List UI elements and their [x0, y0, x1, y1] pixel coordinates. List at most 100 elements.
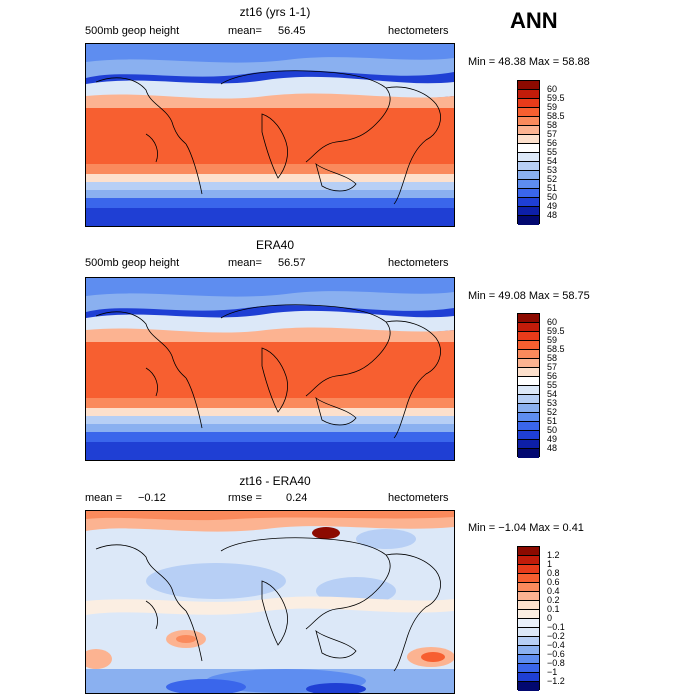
colorbar-swatch [518, 646, 539, 655]
colorbar-swatch [518, 207, 539, 216]
colorbar-tick-label: 1 [547, 559, 553, 569]
colorbar-tick-label: 48 [547, 443, 558, 453]
colorbar-tick-label: 58 [547, 120, 558, 130]
colorbar-tick-label: 54 [547, 156, 558, 166]
panel1-min-label: Min = [468, 56, 496, 68]
colorbar-swatch [518, 592, 539, 601]
colorbar-swatch [518, 153, 539, 162]
panel1-mean-value: 56.45 [278, 25, 306, 37]
colorbar-tick-label: −1 [547, 667, 558, 677]
panel1-colorbar [517, 80, 540, 225]
colorbar-swatch [518, 117, 539, 126]
colorbar-swatch [518, 377, 539, 386]
colorbar-swatch [518, 135, 539, 144]
colorbar-swatch [518, 601, 539, 610]
colorbar-tick-label: 59 [547, 102, 558, 112]
colorbar-tick-label: 0.1 [547, 604, 560, 614]
colorbar-swatch [518, 314, 539, 323]
panel2-minmax: Min = 49.08 Max = 58.75 [468, 290, 590, 302]
panel3-min-value: −1.04 [498, 522, 527, 534]
colorbar-tick-label: 58.5 [547, 111, 565, 121]
colorbar-tick-label: 1.2 [547, 550, 560, 560]
colorbar-tick-label: 48 [547, 210, 558, 220]
colorbar-swatch [518, 628, 539, 637]
colorbar-tick-label: 58.5 [547, 344, 565, 354]
colorbar-swatch [518, 90, 539, 99]
colorbar-swatch [518, 431, 539, 440]
panel3-units: hectometers [388, 492, 449, 504]
panel1-max-label: Max = [528, 56, 560, 68]
colorbar-tick-label: 52 [547, 174, 558, 184]
colorbar-swatch [518, 350, 539, 359]
colorbar-tick-label: 59 [547, 335, 558, 345]
colorbar-swatch [518, 332, 539, 341]
panel3-rmse-value: 0.24 [286, 492, 308, 504]
colorbar-swatch [518, 189, 539, 198]
colorbar-swatch [518, 368, 539, 377]
colorbar-swatch [518, 359, 539, 368]
colorbar-tick-label: −0.8 [547, 658, 565, 668]
colorbar-tick-label: 0.2 [547, 595, 560, 605]
panel2-map [85, 277, 455, 461]
colorbar-swatch [518, 449, 539, 458]
colorbar-swatch [518, 556, 539, 565]
colorbar-swatch [518, 413, 539, 422]
colorbar-swatch [518, 610, 539, 619]
panel2-mean-value: 56.57 [278, 257, 306, 269]
panel1-variable-label: 500mb geop height [85, 25, 180, 37]
season-label: ANN [510, 8, 558, 33]
colorbar-swatch [518, 404, 539, 413]
colorbar-swatch [518, 565, 539, 574]
colorbar-swatch [518, 574, 539, 583]
colorbar-tick-label: 51 [547, 416, 558, 426]
panel3-map [85, 510, 455, 694]
colorbar-swatch [518, 323, 539, 332]
panel2-variable-label: 500mb geop height [85, 257, 180, 269]
panel1-title: zt16 (yrs 1-1) [239, 5, 311, 19]
colorbar-swatch [518, 99, 539, 108]
colorbar-tick-label: 50 [547, 192, 558, 202]
panel3-min-label: Min = [468, 522, 496, 534]
panel3-title: zt16 - ERA40 [239, 474, 311, 488]
panel2-title: ERA40 [255, 238, 295, 252]
panel3-max-label: Max = [529, 522, 560, 534]
colorbar-swatch [518, 180, 539, 189]
panel2-colorbar [517, 313, 540, 458]
panel3-mean-label: mean = [85, 492, 122, 504]
colorbar-tick-label: 51 [547, 183, 558, 193]
colorbar-tick-label: 57 [547, 129, 558, 139]
panel2-units: hectometers [388, 257, 449, 269]
colorbar-swatch [518, 664, 539, 673]
colorbar-tick-label: −0.6 [547, 649, 565, 659]
colorbar-swatch [518, 144, 539, 153]
colorbar-swatch [518, 619, 539, 628]
panel2-max-value: 58.75 [562, 290, 590, 302]
colorbar-tick-label: 56 [547, 371, 558, 381]
panel1-minmax: Min = 48.38 Max = 58.88 [468, 56, 590, 68]
colorbar-swatch [518, 171, 539, 180]
colorbar-tick-label: 56 [547, 138, 558, 148]
colorbar-swatch [518, 395, 539, 404]
colorbar-tick-label: −0.1 [547, 622, 565, 632]
panel2-min-value: 49.08 [498, 290, 526, 302]
colorbar-swatch [518, 673, 539, 682]
colorbar-tick-label: 0.4 [547, 586, 560, 596]
colorbar-swatch [518, 216, 539, 225]
colorbar-tick-label: 0 [547, 613, 553, 623]
colorbar-tick-label: 60 [547, 317, 558, 327]
colorbar-tick-label: 59.5 [547, 93, 565, 103]
panel1-max-value: 58.88 [562, 56, 590, 68]
colorbar-tick-label: 52 [547, 407, 558, 417]
panel1-units: hectometers [388, 25, 449, 37]
colorbar-swatch [518, 547, 539, 556]
panel1-min-value: 48.38 [498, 56, 526, 68]
colorbar-swatch [518, 422, 539, 431]
colorbar-swatch [518, 198, 539, 207]
colorbar-swatch [518, 583, 539, 592]
colorbar-tick-label: −1.2 [547, 676, 565, 686]
colorbar-tick-label: 49 [547, 201, 558, 211]
colorbar-swatch [518, 126, 539, 135]
panel2-max-label: Max = [528, 290, 560, 302]
colorbar-tick-label: 0.6 [547, 577, 560, 587]
colorbar-swatch [518, 341, 539, 350]
